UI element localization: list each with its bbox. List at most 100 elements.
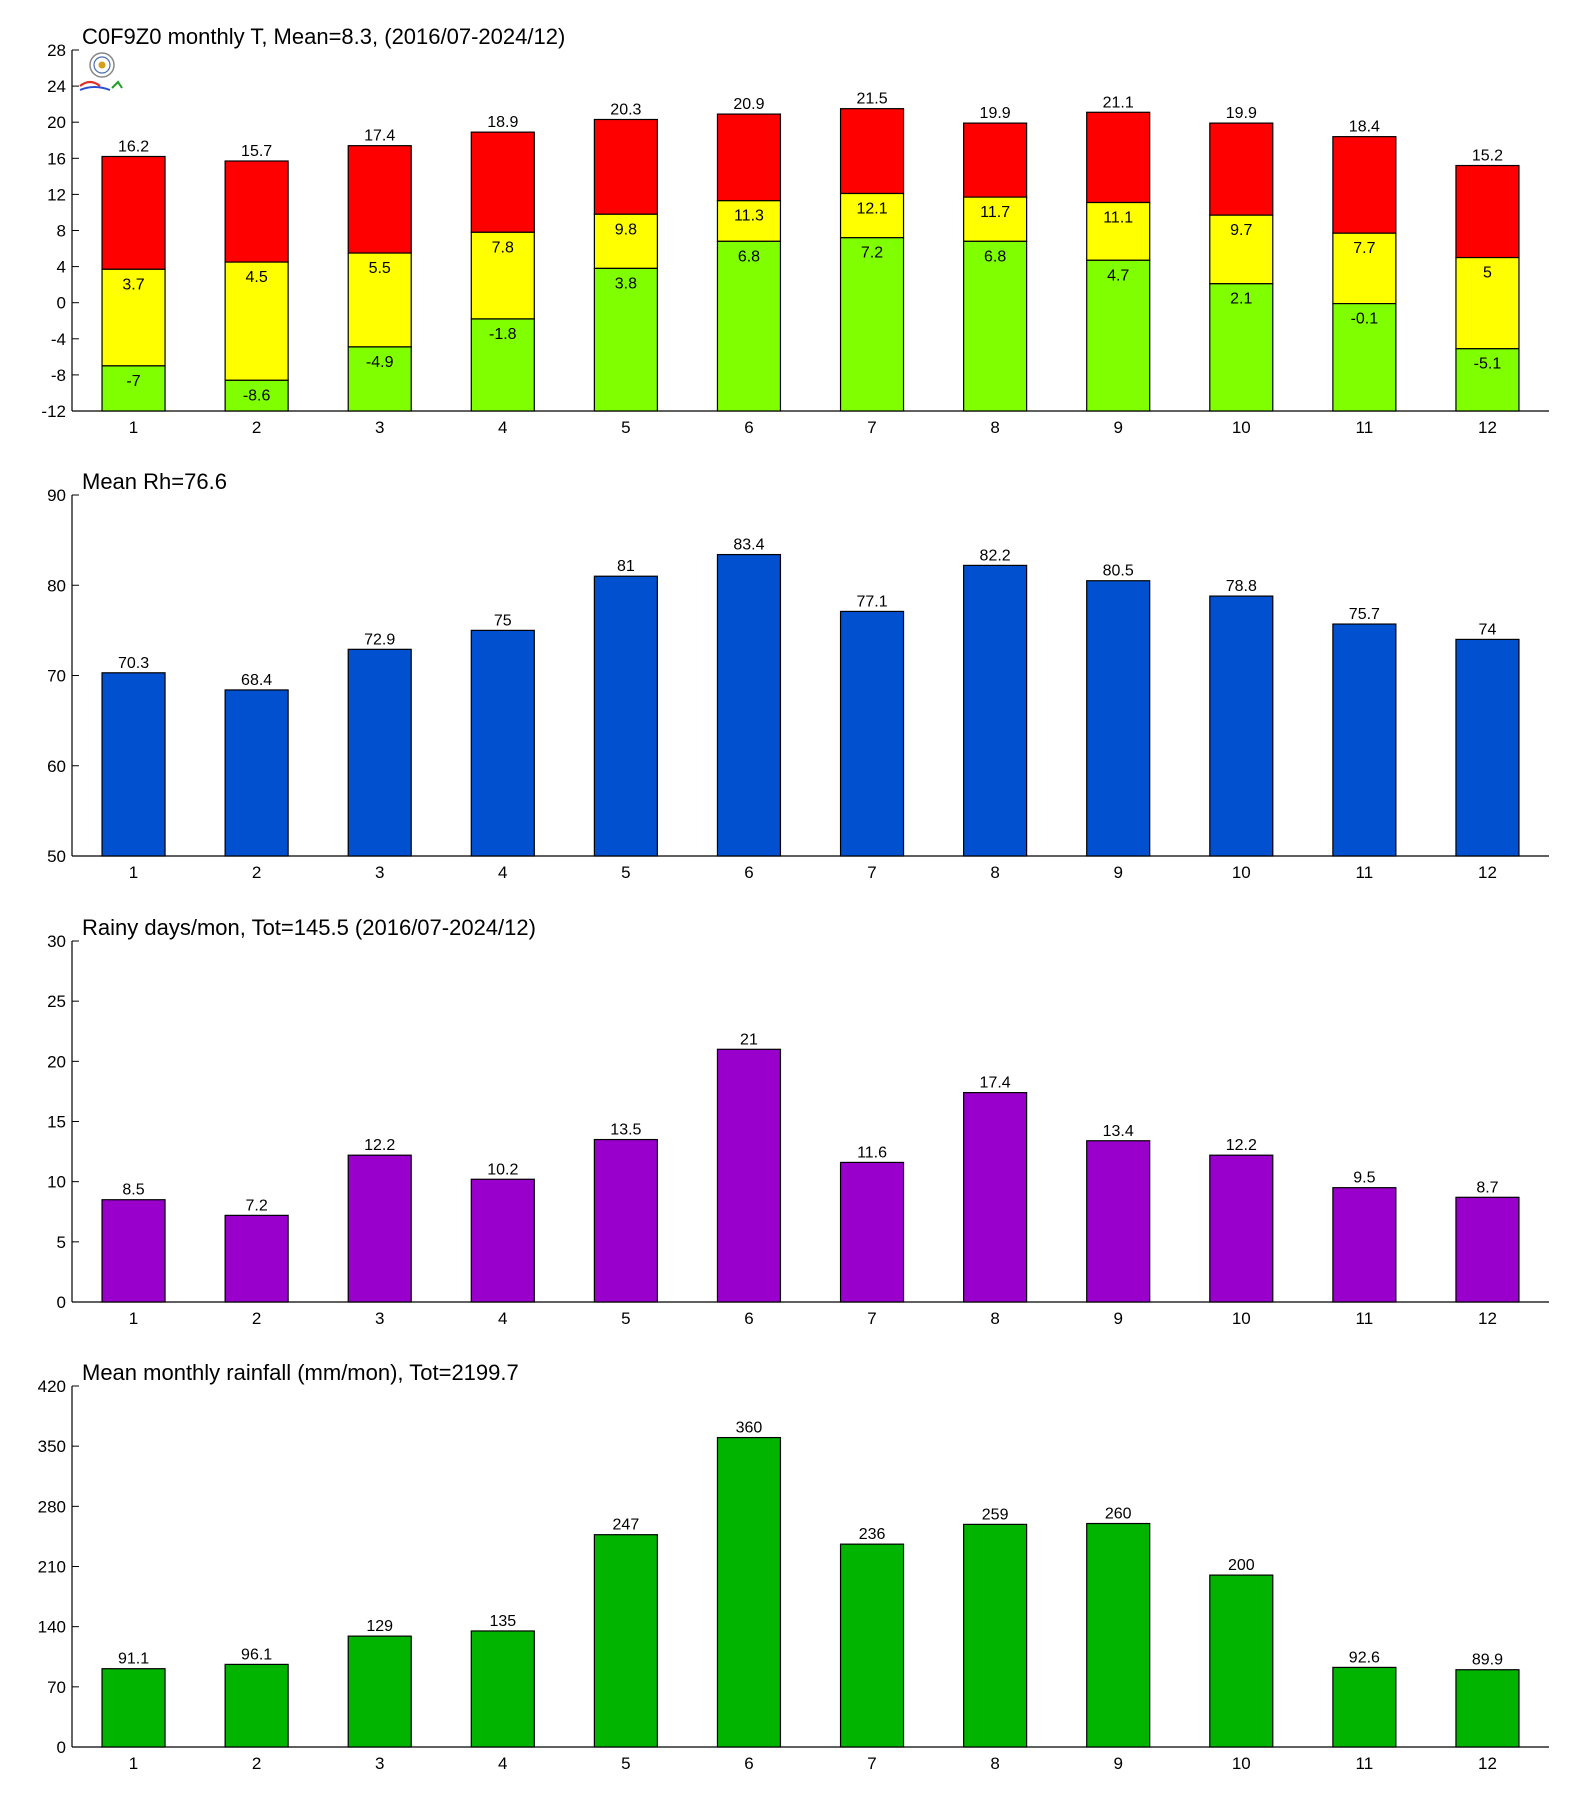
data-label-mean: 3.7 bbox=[122, 276, 144, 293]
data-label-min: 6.8 bbox=[984, 248, 1006, 265]
data-label-min: 6.8 bbox=[738, 248, 760, 265]
bar bbox=[101, 1199, 166, 1303]
y-tick-label: 350 bbox=[38, 1437, 66, 1456]
data-label: 360 bbox=[736, 1420, 763, 1437]
y-tick-label: 210 bbox=[38, 1558, 66, 1577]
bar-min-temp bbox=[716, 240, 782, 412]
x-tick-label: 6 bbox=[744, 1754, 753, 1773]
x-tick-label: 9 bbox=[1113, 418, 1122, 437]
data-label: 81 bbox=[617, 558, 635, 575]
bar bbox=[716, 1048, 782, 1303]
bar-max-temp bbox=[101, 155, 166, 270]
data-label-max: 19.9 bbox=[1226, 105, 1257, 122]
x-tick-label: 4 bbox=[498, 1754, 507, 1773]
y-tick-label: 70 bbox=[47, 667, 66, 686]
x-tick-label: 12 bbox=[1478, 1309, 1497, 1328]
bar bbox=[1086, 1140, 1151, 1303]
y-tick-label: 8 bbox=[57, 222, 66, 241]
x-tick-label: 9 bbox=[1113, 1309, 1122, 1328]
bar bbox=[1332, 1666, 1397, 1748]
data-label-max: 15.2 bbox=[1472, 148, 1503, 165]
bar bbox=[1209, 1574, 1274, 1748]
x-tick-label: 3 bbox=[375, 418, 384, 437]
data-label-mean: 5.5 bbox=[369, 260, 391, 277]
bar-max-temp bbox=[1332, 136, 1397, 234]
data-label-min: -1.8 bbox=[489, 326, 517, 343]
bar bbox=[347, 1154, 412, 1303]
bar-max-temp bbox=[347, 145, 412, 254]
data-label-min: 2.1 bbox=[1230, 291, 1252, 308]
data-label: 70.3 bbox=[118, 655, 149, 672]
x-tick-label: 3 bbox=[375, 1309, 384, 1328]
x-tick-label: 7 bbox=[867, 863, 876, 882]
bar-mean-temp bbox=[101, 268, 166, 367]
x-tick-label: 8 bbox=[990, 418, 999, 437]
x-tick-label: 5 bbox=[621, 418, 630, 437]
data-label: 12.2 bbox=[1226, 1137, 1257, 1154]
bar bbox=[1455, 638, 1520, 857]
y-tick-label: 16 bbox=[47, 149, 66, 168]
bar bbox=[347, 1635, 412, 1748]
data-label-min: 7.2 bbox=[861, 245, 883, 262]
x-tick-label: 3 bbox=[375, 863, 384, 882]
data-label-mean: 11.7 bbox=[980, 204, 1010, 221]
x-tick-label: 10 bbox=[1232, 1309, 1251, 1328]
y-tick-label: 0 bbox=[57, 294, 66, 313]
x-tick-label: 5 bbox=[621, 863, 630, 882]
x-tick-label: 11 bbox=[1356, 418, 1374, 437]
data-label: 75.7 bbox=[1349, 606, 1380, 623]
station-lab-logo bbox=[79, 52, 123, 91]
y-tick-label: 4 bbox=[57, 258, 66, 277]
bar bbox=[963, 564, 1028, 857]
y-tick-label: 30 bbox=[47, 932, 66, 951]
data-label: 247 bbox=[613, 1517, 640, 1534]
x-tick-label: 12 bbox=[1478, 863, 1497, 882]
data-label: 9.5 bbox=[1353, 1170, 1375, 1187]
data-label: 89.9 bbox=[1472, 1652, 1503, 1669]
x-tick-label: 5 bbox=[621, 1754, 630, 1773]
bar-max-temp bbox=[839, 108, 905, 195]
bar bbox=[101, 672, 166, 857]
y-tick-label: 140 bbox=[38, 1618, 66, 1637]
x-tick-label: 10 bbox=[1232, 418, 1251, 437]
chart-title: Mean monthly rainfall (mm/mon), Tot=2199… bbox=[82, 1360, 519, 1385]
bar bbox=[224, 1214, 289, 1303]
bar-max-temp bbox=[963, 122, 1028, 198]
bar-min-temp bbox=[1455, 348, 1520, 412]
x-tick-label: 2 bbox=[252, 863, 261, 882]
data-label-mean: 4.5 bbox=[246, 269, 268, 286]
x-tick-label: 2 bbox=[252, 1309, 261, 1328]
y-tick-label: 420 bbox=[38, 1377, 66, 1396]
x-tick-label: 8 bbox=[990, 1754, 999, 1773]
x-tick-label: 7 bbox=[867, 1309, 876, 1328]
data-label-min: -8.6 bbox=[243, 387, 271, 404]
data-label: 259 bbox=[982, 1506, 1009, 1523]
y-tick-label: -4 bbox=[51, 330, 66, 349]
data-label-max: 21.1 bbox=[1103, 94, 1134, 111]
data-label: 13.5 bbox=[610, 1122, 641, 1139]
data-label-mean: 9.8 bbox=[615, 221, 637, 238]
x-tick-label: 9 bbox=[1113, 863, 1122, 882]
bar bbox=[716, 553, 782, 857]
y-tick-label: 280 bbox=[38, 1497, 66, 1516]
data-label-min: -7 bbox=[126, 373, 140, 390]
bar bbox=[470, 629, 535, 857]
bar-mean-temp bbox=[347, 252, 412, 348]
x-tick-label: 12 bbox=[1478, 1754, 1497, 1773]
data-label-max: 18.9 bbox=[487, 114, 518, 131]
data-label: 7.2 bbox=[246, 1197, 268, 1214]
x-tick-label: 11 bbox=[1356, 1309, 1374, 1328]
bar bbox=[470, 1630, 535, 1748]
bar bbox=[839, 1543, 905, 1748]
bar bbox=[593, 1138, 658, 1303]
x-tick-label: 12 bbox=[1478, 418, 1497, 437]
data-label: 129 bbox=[366, 1618, 393, 1635]
data-label: 21 bbox=[740, 1031, 758, 1048]
x-tick-label: 3 bbox=[375, 1754, 384, 1773]
chart-title: Rainy days/mon, Tot=145.5 (2016/07-2024/… bbox=[82, 915, 536, 940]
bar bbox=[1332, 623, 1397, 857]
data-label-max: 16.2 bbox=[118, 138, 149, 155]
bar-max-temp bbox=[470, 131, 535, 233]
bar-mean-temp bbox=[1086, 201, 1151, 261]
data-label-max: 19.9 bbox=[980, 105, 1011, 122]
